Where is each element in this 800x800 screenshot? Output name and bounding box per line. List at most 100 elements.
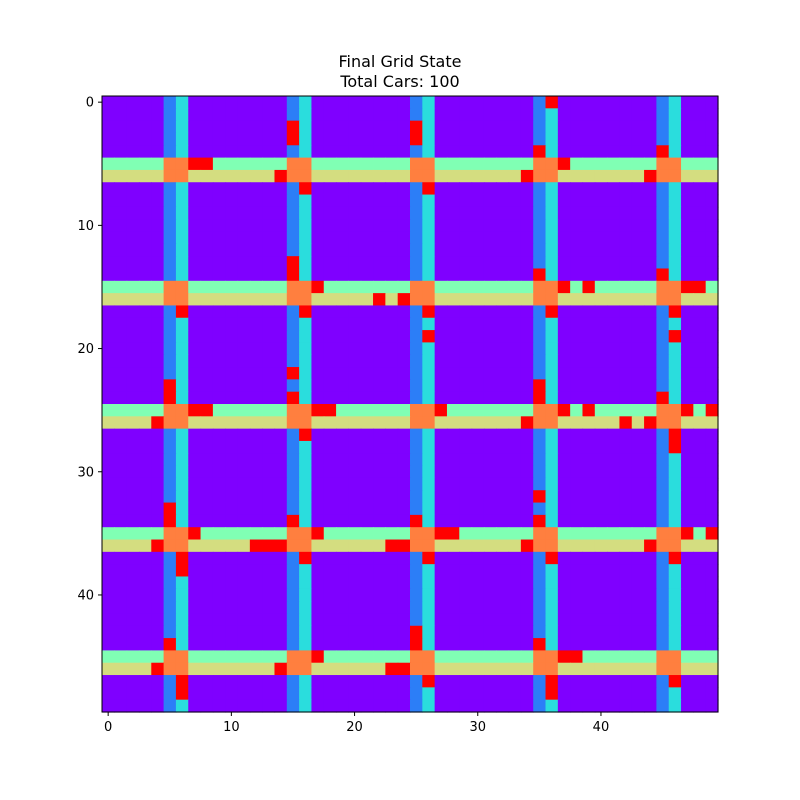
heatmap-cell-block: [570, 379, 584, 393]
heatmap-cell-block: [631, 490, 645, 504]
heatmap-cell-car: [533, 391, 547, 405]
heatmap-cell-block: [323, 465, 337, 479]
heatmap-cell-block: [557, 687, 571, 701]
heatmap-cell-block: [631, 613, 645, 627]
heatmap-cell-block: [582, 206, 596, 220]
heatmap-cell-car: [656, 268, 670, 282]
heatmap-cell-road_west: [323, 662, 337, 676]
heatmap-cell-block: [446, 576, 460, 590]
heatmap-cell-block: [607, 625, 621, 639]
heatmap-cell-block: [681, 477, 694, 491]
heatmap-cell-block: [483, 206, 497, 220]
heatmap-cell-road_west: [607, 416, 621, 430]
heatmap-cell-block: [385, 699, 399, 713]
heatmap-cell-block: [225, 613, 239, 627]
heatmap-cell-road_east: [237, 650, 251, 664]
heatmap-cell-road_down: [163, 588, 177, 602]
heatmap-cell-intersection: [422, 539, 436, 553]
heatmap-cell-road_east: [237, 157, 251, 171]
heatmap-cell-block: [557, 440, 571, 454]
heatmap-cell-block: [373, 675, 386, 688]
heatmap-cell-intersection: [175, 293, 189, 307]
heatmap-cell-road_up: [545, 564, 559, 578]
heatmap-cell-road_east: [348, 527, 362, 541]
heatmap-cell-block: [102, 367, 115, 380]
heatmap-cell-road_down: [286, 108, 300, 122]
heatmap-cell-road_down: [410, 601, 423, 615]
heatmap-cell-block: [102, 182, 115, 196]
heatmap-cell-block: [471, 477, 485, 491]
heatmap-cell-road_up: [668, 108, 682, 122]
heatmap-cell-block: [212, 576, 226, 590]
heatmap-cell-block: [114, 613, 128, 627]
heatmap-cell-block: [114, 551, 128, 565]
heatmap-cell-car: [274, 169, 288, 183]
heatmap-cell-block: [570, 194, 584, 208]
heatmap-cell-road_east: [274, 157, 288, 171]
heatmap-cell-road_east: [631, 527, 645, 541]
heatmap-cell-car: [286, 120, 300, 134]
heatmap-cell-intersection: [533, 662, 547, 676]
heatmap-cell-block: [126, 613, 140, 627]
heatmap-cell-block: [705, 243, 719, 257]
heatmap-cell-block: [619, 576, 633, 590]
heatmap-cell-block: [582, 132, 596, 146]
heatmap-cell-block: [459, 391, 473, 405]
heatmap-cell-block: [311, 391, 325, 405]
heatmap-cell-car: [188, 527, 202, 541]
heatmap-cell-block: [520, 477, 534, 491]
heatmap-cell-intersection: [422, 527, 436, 541]
heatmap-cell-block: [570, 391, 584, 405]
heatmap-cell-road_west: [102, 293, 115, 307]
heatmap-cell-road_down: [656, 219, 670, 233]
heatmap-cell-block: [373, 132, 386, 146]
heatmap-cell-block: [705, 256, 719, 270]
heatmap-cell-block: [212, 108, 226, 122]
heatmap-cell-block: [323, 219, 337, 233]
heatmap-cell-block: [138, 219, 152, 233]
heatmap-cell-block: [483, 305, 497, 319]
heatmap-cell-block: [311, 194, 325, 208]
heatmap-cell-block: [607, 453, 621, 467]
heatmap-cell-block: [360, 330, 374, 343]
heatmap-cell-block: [114, 687, 128, 701]
heatmap-cell-block: [520, 145, 534, 159]
heatmap-cell-block: [385, 465, 399, 479]
heatmap-cell-intersection: [299, 527, 313, 541]
heatmap-cell-block: [496, 465, 510, 479]
heatmap-cell-road_west: [126, 662, 140, 676]
heatmap-cell-road_east: [188, 280, 202, 294]
heatmap-cell-intersection: [545, 662, 559, 676]
heatmap-cell-block: [508, 194, 522, 208]
heatmap-cell-block: [496, 490, 510, 504]
heatmap-cell-road_east: [644, 404, 657, 417]
heatmap-cell-road_east: [138, 404, 152, 417]
heatmap-cell-block: [582, 367, 596, 380]
heatmap-cell-block: [446, 342, 460, 356]
heatmap-cell-road_up: [175, 108, 189, 122]
heatmap-cell-block: [311, 342, 325, 356]
heatmap-cell-block: [212, 354, 226, 368]
heatmap-cell-block: [114, 256, 128, 270]
heatmap-cell-intersection: [299, 662, 313, 676]
heatmap-cell-block: [237, 231, 251, 245]
heatmap-cell-block: [373, 428, 386, 442]
heatmap-cell-block: [373, 699, 386, 713]
heatmap-cell-block: [607, 675, 621, 688]
heatmap-cell-block: [237, 428, 251, 442]
heatmap-cell-block: [570, 145, 584, 159]
heatmap-cell-block: [336, 367, 349, 380]
heatmap-cell-block: [237, 453, 251, 467]
heatmap-cell-block: [644, 354, 657, 368]
heatmap-cell-road_up: [545, 108, 559, 122]
heatmap-cell-road_up: [299, 564, 313, 578]
heatmap-cell-block: [151, 477, 165, 491]
heatmap-cell-road_east: [508, 650, 522, 664]
heatmap-cell-block: [397, 96, 411, 109]
heatmap-cell-block: [360, 477, 374, 491]
heatmap-cell-block: [619, 317, 633, 331]
heatmap-cell-block: [508, 379, 522, 393]
heatmap-cell-block: [607, 96, 621, 109]
heatmap-cell-block: [570, 440, 584, 454]
heatmap-cell-block: [114, 96, 128, 109]
